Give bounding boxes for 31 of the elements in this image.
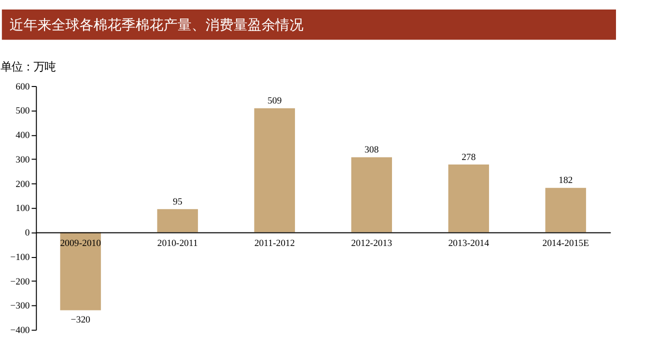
x-tick-label: 2009-2010 — [60, 238, 102, 249]
y-tick-label: 200 — [16, 180, 30, 190]
y-tick-label: 500 — [16, 106, 30, 117]
bar — [351, 157, 392, 232]
data-label: −320 — [70, 316, 91, 326]
y-tick-label: −100 — [10, 252, 30, 263]
y-tick-label: 100 — [16, 204, 30, 214]
y-tick-label: 600 — [16, 82, 30, 92]
bar — [448, 164, 490, 232]
data-label: 182 — [558, 176, 574, 186]
x-tick-label: 2012-2013 — [351, 238, 392, 249]
x-tick-label: 2013-2014 — [448, 238, 490, 249]
y-tick-label: −200 — [10, 277, 30, 288]
y-tick-label: 0 — [25, 228, 30, 239]
x-tick-label: 2010-2011 — [157, 238, 198, 249]
y-tick-label: −400 — [10, 326, 30, 336]
data-label: 509 — [268, 96, 282, 106]
y-tick-label: 400 — [16, 131, 30, 142]
bar — [254, 108, 295, 232]
data-label: 308 — [364, 145, 379, 156]
y-tick-label: −300 — [10, 302, 30, 312]
bar — [60, 232, 101, 310]
x-tick-label: 2014-2015E — [542, 238, 590, 249]
data-label: 95 — [172, 197, 183, 208]
data-label: 278 — [462, 152, 476, 163]
bar — [545, 188, 586, 232]
y-axis-title: 单位：万吨 — [0, 60, 56, 74]
y-tick-label: 300 — [16, 155, 30, 166]
x-tick-label: 2011-2012 — [254, 238, 296, 249]
chart-title: 近年来全球各棉花季棉花产量、消费量盈余情况 — [9, 17, 304, 34]
bar — [157, 209, 198, 232]
